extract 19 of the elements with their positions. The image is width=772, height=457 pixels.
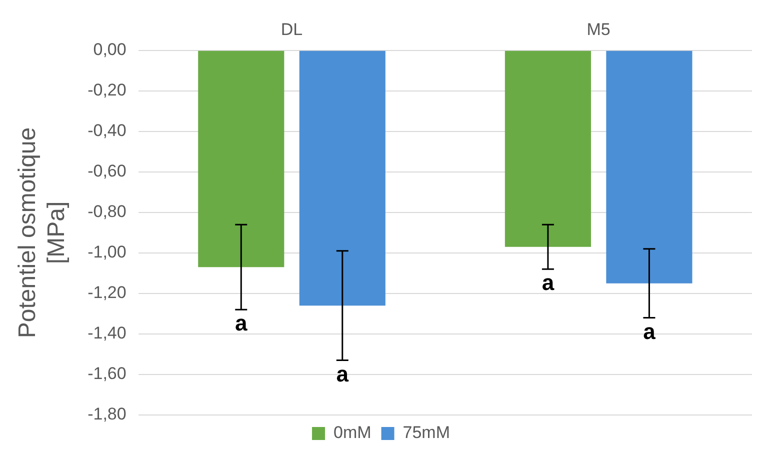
x-tick-label: DL (280, 20, 303, 39)
y-tick-label: -0,40 (88, 121, 126, 140)
y-tick-label: -1,60 (88, 364, 126, 384)
y-tick-label: -0,80 (88, 202, 126, 222)
annotation: a (235, 310, 248, 336)
x-tick-label: M5 (586, 20, 610, 39)
y-tick-label: -1,80 (88, 404, 126, 424)
y-tick-label: -1,40 (88, 324, 126, 343)
y-tick-label: -1,20 (88, 283, 126, 302)
annotation: a (542, 270, 555, 296)
y-tick-label: -0,60 (88, 162, 126, 181)
annotation: a (643, 318, 656, 344)
y-tick-label: 0,00 (93, 40, 126, 60)
y-tick-label: -1,00 (88, 242, 126, 262)
legend-label: 75mM (402, 423, 450, 442)
y-axis-title: Potentiel osmotique [MPa] (14, 127, 70, 338)
y-tick-label: -0,20 (88, 80, 126, 100)
annotation: a (336, 361, 350, 386)
legend-label: 0mM (333, 423, 372, 442)
